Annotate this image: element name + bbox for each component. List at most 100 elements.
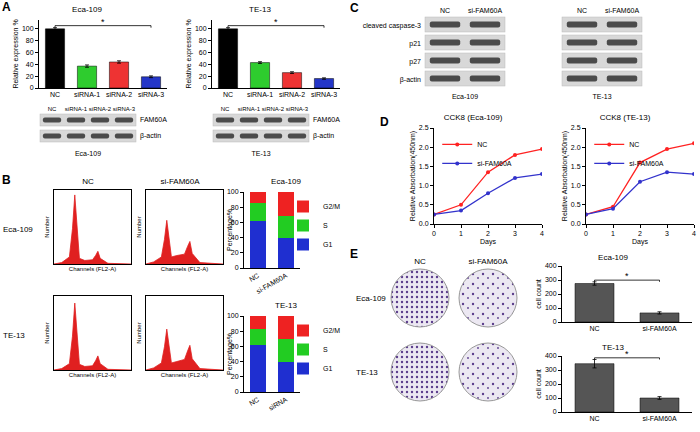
svg-text:cell count: cell count xyxy=(535,369,542,399)
svg-text:E: E xyxy=(350,247,358,261)
svg-text:300: 300 xyxy=(545,276,557,283)
svg-text:si-FAM60A: si-FAM60A xyxy=(468,257,508,266)
svg-text:S: S xyxy=(323,222,328,229)
svg-text:NC: NC xyxy=(223,91,233,98)
svg-text:siRNA-1: siRNA-1 xyxy=(247,91,273,98)
svg-text:1.5: 1.5 xyxy=(571,163,581,170)
svg-text:Percentage%: Percentage% xyxy=(226,333,234,375)
svg-text:*: * xyxy=(274,17,278,27)
svg-text:NC: NC xyxy=(221,106,230,112)
svg-text:Relative expression %: Relative expression % xyxy=(12,19,20,88)
svg-text:2: 2 xyxy=(638,230,642,237)
svg-text:200: 200 xyxy=(545,290,557,297)
svg-text:60: 60 xyxy=(231,343,239,350)
svg-text:Eca-109: Eca-109 xyxy=(356,294,386,303)
svg-text:1.0: 1.0 xyxy=(571,182,581,189)
svg-text:siRNA-1: siRNA-1 xyxy=(238,106,261,112)
svg-text:siRNA-3: siRNA-3 xyxy=(311,91,337,98)
svg-text:Eca-109: Eca-109 xyxy=(452,93,478,100)
svg-text:D: D xyxy=(380,115,389,129)
svg-text:Eca-109: Eca-109 xyxy=(72,5,102,14)
svg-text:siRNA-3: siRNA-3 xyxy=(113,106,136,112)
svg-text:si-FAM60A: si-FAM60A xyxy=(477,160,512,167)
svg-text:siRNA-1: siRNA-1 xyxy=(74,91,100,98)
svg-text:1: 1 xyxy=(459,230,463,237)
svg-text:3: 3 xyxy=(665,230,669,237)
svg-text:40: 40 xyxy=(199,61,207,68)
svg-text:Channels (FL2-A): Channels (FL2-A) xyxy=(161,266,208,272)
svg-text:60: 60 xyxy=(26,49,34,56)
svg-text:20: 20 xyxy=(231,373,239,380)
svg-text:Days: Days xyxy=(632,238,648,246)
svg-text:CCK8 (TE-13): CCK8 (TE-13) xyxy=(600,113,651,122)
svg-text:NC: NC xyxy=(248,396,260,407)
svg-text:si-FAM60A: si-FAM60A xyxy=(160,177,200,186)
svg-text:400: 400 xyxy=(545,262,557,269)
svg-text:3: 3 xyxy=(513,230,517,237)
svg-text:200: 200 xyxy=(545,380,557,387)
svg-text:0: 0 xyxy=(235,388,239,395)
svg-text:80: 80 xyxy=(26,37,34,44)
svg-text:G2/M: G2/M xyxy=(323,203,340,210)
svg-text:NC: NC xyxy=(477,141,487,148)
svg-text:TE-13: TE-13 xyxy=(249,5,271,14)
svg-text:0: 0 xyxy=(432,230,436,237)
svg-text:TE-13: TE-13 xyxy=(3,331,25,340)
svg-text:0: 0 xyxy=(203,84,207,91)
svg-text:G1: G1 xyxy=(323,365,332,372)
svg-text:Eca-109: Eca-109 xyxy=(75,150,101,157)
svg-text:0.5: 0.5 xyxy=(571,201,581,208)
svg-text:60: 60 xyxy=(199,49,207,56)
svg-text:Eca-109: Eca-109 xyxy=(3,225,33,234)
svg-text:NC: NC xyxy=(589,415,599,422)
svg-text:80: 80 xyxy=(231,328,239,335)
svg-text:si-FAM60A: si-FAM60A xyxy=(255,272,288,295)
svg-text:Eca-109: Eca-109 xyxy=(271,177,301,186)
svg-text:100: 100 xyxy=(545,304,557,311)
svg-text:p27: p27 xyxy=(409,58,421,66)
svg-text:20: 20 xyxy=(231,249,239,256)
svg-text:*: * xyxy=(625,349,629,359)
svg-text:NC: NC xyxy=(248,272,260,283)
svg-text:NC: NC xyxy=(589,325,599,332)
svg-text:2.5: 2.5 xyxy=(419,124,429,131)
svg-text:TE-13: TE-13 xyxy=(251,150,270,157)
svg-text:2.5: 2.5 xyxy=(571,124,581,131)
svg-text:100: 100 xyxy=(195,25,207,32)
svg-text:1.0: 1.0 xyxy=(419,182,429,189)
svg-text:C: C xyxy=(350,1,359,15)
svg-text:4: 4 xyxy=(692,230,696,237)
svg-text:TE-13: TE-13 xyxy=(592,93,611,100)
svg-text:*: * xyxy=(625,271,629,281)
svg-text:G1: G1 xyxy=(323,241,332,248)
svg-text:20: 20 xyxy=(199,73,207,80)
svg-text:2.0: 2.0 xyxy=(571,144,581,151)
svg-text:2.0: 2.0 xyxy=(419,144,429,151)
svg-text:siRNA-3: siRNA-3 xyxy=(286,106,309,112)
svg-text:si-FAM60A: si-FAM60A xyxy=(468,7,503,14)
svg-text:4: 4 xyxy=(540,230,544,237)
svg-text:0: 0 xyxy=(553,318,557,325)
svg-text:40: 40 xyxy=(26,61,34,68)
svg-text:40: 40 xyxy=(231,358,239,365)
svg-text:40: 40 xyxy=(231,234,239,241)
svg-text:NC: NC xyxy=(82,177,94,186)
svg-text:siRNA-2: siRNA-2 xyxy=(262,106,285,112)
svg-text:*: * xyxy=(101,17,105,27)
svg-text:2: 2 xyxy=(486,230,490,237)
svg-text:si-FAM60A: si-FAM60A xyxy=(642,325,677,332)
svg-text:Channels (FL2-A): Channels (FL2-A) xyxy=(161,372,208,378)
svg-text:NC: NC xyxy=(440,7,450,14)
svg-text:β-actin: β-actin xyxy=(400,76,421,84)
svg-text:Relative Absorbation(450nm): Relative Absorbation(450nm) xyxy=(561,131,569,221)
svg-text:80: 80 xyxy=(231,204,239,211)
svg-text:si-FAM60A: si-FAM60A xyxy=(642,415,677,422)
svg-text:CCK8 (Eca-109): CCK8 (Eca-109) xyxy=(444,113,503,122)
svg-text:TE-13: TE-13 xyxy=(602,343,624,352)
svg-text:si-FAM60A: si-FAM60A xyxy=(629,160,664,167)
svg-text:0: 0 xyxy=(553,408,557,415)
svg-text:80: 80 xyxy=(199,37,207,44)
svg-text:20: 20 xyxy=(26,73,34,80)
svg-text:0.5: 0.5 xyxy=(419,201,429,208)
svg-text:β-actin: β-actin xyxy=(313,132,334,140)
